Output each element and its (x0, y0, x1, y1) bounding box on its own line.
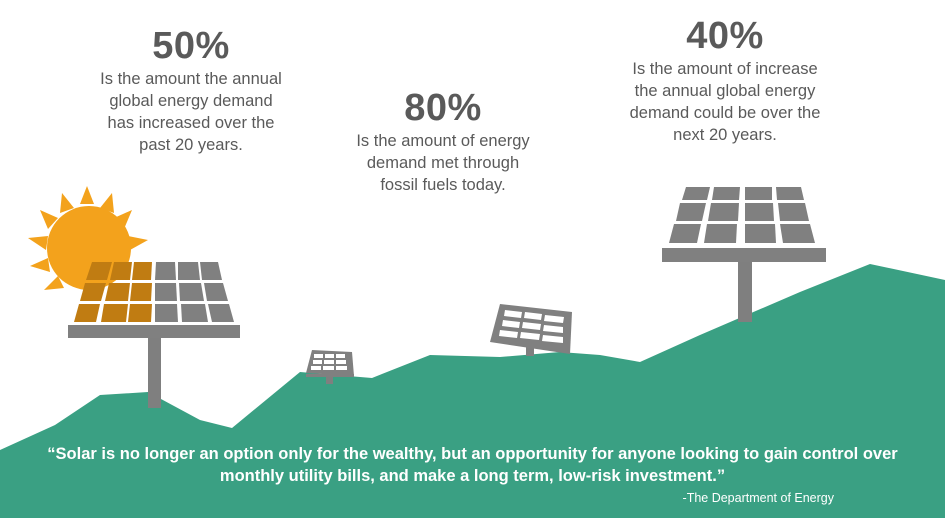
stat-description: Is the amount the annual global energy d… (100, 70, 282, 154)
panel-pole-left (148, 336, 161, 408)
stat-description: Is the amount of energy demand met throu… (356, 132, 530, 194)
quote-attribution: -The Department of Energy (682, 491, 834, 505)
stat-block-40: 40% Is the amount of increase the annual… (620, 14, 830, 146)
quote-text: “Solar is no longer an option only for t… (47, 445, 898, 485)
panel-pole-right (738, 260, 752, 322)
stat-block-80: 80% Is the amount of energy demand met t… (348, 86, 538, 196)
stat-description: Is the amount of increase the annual glo… (629, 60, 821, 144)
panel-pole-small-1 (326, 372, 333, 384)
green-hill (0, 264, 945, 518)
solar-panel-icon (662, 187, 826, 262)
stat-value: 50% (152, 25, 230, 67)
solar-panel-icon (306, 350, 354, 377)
stat-block-50: 50% Is the amount the annual global ener… (96, 24, 286, 156)
solar-panel-icon (68, 262, 240, 338)
stat-value: 40% (686, 15, 764, 57)
solar-panel-icon (490, 304, 572, 354)
stat-value: 80% (404, 87, 482, 129)
panel-pole-small-2 (526, 344, 534, 356)
